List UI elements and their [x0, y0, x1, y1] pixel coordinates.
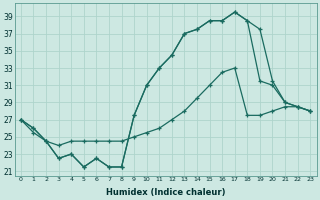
X-axis label: Humidex (Indice chaleur): Humidex (Indice chaleur) — [106, 188, 225, 197]
